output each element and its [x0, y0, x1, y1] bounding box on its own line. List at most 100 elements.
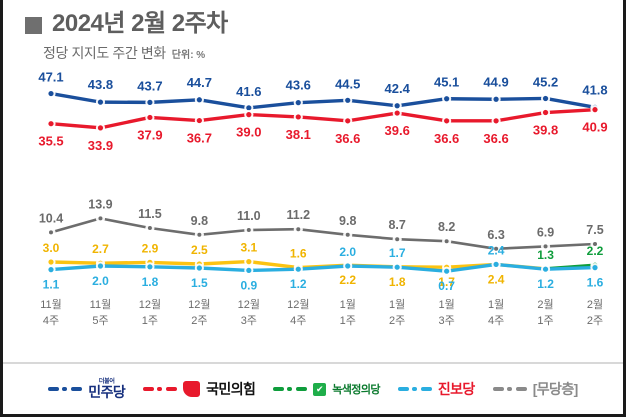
dashed-line-icon	[143, 387, 178, 391]
value-label-none: 11.0	[237, 209, 261, 223]
data-point-none[interactable]	[49, 230, 53, 235]
series-line-ppp	[296, 115, 350, 123]
data-point-none[interactable]	[345, 232, 350, 237]
x-tick-month: 2월	[537, 298, 553, 311]
series-line-ppp	[98, 115, 152, 130]
data-point-dem[interactable]	[295, 100, 301, 106]
value-label-dem: 47.1	[38, 70, 63, 85]
value-label-ppp: 38.1	[286, 127, 311, 142]
series-line-prog	[346, 264, 399, 269]
data-point-prog[interactable]	[97, 263, 104, 269]
series-line-prog	[98, 264, 152, 269]
series-line-prog	[49, 264, 103, 272]
series-line-ppp	[543, 107, 597, 115]
data-point-dem[interactable]	[147, 99, 153, 105]
series-line-dem	[346, 98, 399, 108]
data-point-prog[interactable]	[147, 264, 153, 270]
data-point-prog[interactable]	[196, 265, 202, 271]
series-line-none	[445, 239, 498, 251]
series-line-dem	[444, 97, 498, 101]
legend-item-green[interactable]: ✔ 녹색정의당	[273, 381, 380, 397]
series-line-none	[198, 228, 251, 237]
series-line-dem	[49, 91, 103, 104]
data-point-prog[interactable]	[493, 261, 499, 267]
data-point-none[interactable]	[593, 242, 597, 246]
data-point-prog[interactable]	[394, 264, 400, 270]
data-point-dem[interactable]	[196, 97, 202, 103]
data-point-dem[interactable]	[97, 99, 104, 105]
value-label-ppp: 36.6	[483, 131, 508, 146]
data-point-prog[interactable]	[345, 263, 351, 269]
x-tick-month: 2월	[587, 298, 603, 311]
x-tick-month: 12월	[139, 298, 161, 311]
series-line-dem	[247, 100, 300, 110]
data-point-none[interactable]	[197, 232, 202, 237]
data-point-ppp[interactable]	[592, 107, 598, 113]
data-point-ppp[interactable]	[295, 114, 301, 120]
data-point-none[interactable]	[147, 226, 152, 230]
value-label-prog: 1.8	[142, 275, 159, 289]
legend-item-none[interactable]: [무당층]	[492, 379, 578, 399]
data-point-dem[interactable]	[345, 97, 351, 103]
value-label-none: 8.7	[388, 218, 405, 232]
data-point-green[interactable]	[246, 259, 252, 265]
data-point-ppp[interactable]	[444, 118, 450, 124]
legend-name-prog: 진보당	[437, 381, 475, 397]
x-tick-week: 3주	[439, 315, 455, 327]
data-point-ppp[interactable]	[345, 118, 351, 124]
value-label-ppp: 33.9	[88, 138, 113, 153]
series-line-green	[148, 260, 202, 266]
data-point-ppp[interactable]	[493, 118, 499, 124]
legend-name-ppp: 국민의힘	[206, 381, 256, 397]
data-point-none[interactable]	[296, 227, 301, 232]
data-point-green[interactable]	[48, 259, 54, 265]
series-line-dem	[543, 96, 597, 110]
data-point-dem[interactable]	[394, 103, 400, 109]
x-tick-month: 11월	[90, 298, 112, 311]
data-point-prog[interactable]	[592, 265, 598, 271]
x-tick-week: 4주	[43, 315, 59, 327]
series-line-dem	[395, 97, 449, 108]
legend-item-ppp[interactable]: 국민의힘	[143, 379, 256, 399]
value-label-green: 1.8	[389, 275, 406, 289]
line-chart-svg: 47.1 43.8 43.7 44.7 41.6 43.6 44.5 42.4 45.1 44.9…	[38, 70, 607, 327]
data-point-prog[interactable]	[444, 268, 450, 274]
data-point-dem[interactable]	[246, 105, 252, 111]
data-point-ppp[interactable]	[97, 125, 104, 131]
data-point-none[interactable]	[246, 228, 251, 232]
value-label-dem: 44.9	[483, 74, 508, 89]
legend-item-dem[interactable]: 더불어 민주당	[48, 379, 126, 400]
x-tick-month: 1월	[389, 298, 405, 311]
value-label-prog: 0.9	[240, 278, 257, 292]
subtitle-row: 정당 지지도 주간 변화 단위: %	[3, 36, 623, 63]
legend-name-dem: 민주당	[88, 384, 126, 400]
legend-item-prog[interactable]: 진보당	[397, 379, 475, 399]
page-title: 2024년 2월 2주차	[52, 10, 228, 37]
data-point-none[interactable]	[444, 239, 449, 244]
x-tick-week: 3주	[241, 315, 257, 327]
data-point-none[interactable]	[494, 246, 499, 251]
data-point-dem[interactable]	[444, 96, 450, 102]
data-point-none[interactable]	[395, 237, 400, 242]
data-point-dem[interactable]	[542, 95, 549, 102]
data-point-dem[interactable]	[48, 90, 54, 97]
data-point-ppp[interactable]	[246, 112, 252, 118]
data-point-ppp[interactable]	[394, 110, 400, 116]
data-point-dem[interactable]	[493, 96, 499, 102]
series-line-prog	[494, 262, 548, 271]
data-point-prog[interactable]	[48, 267, 54, 273]
series-line-ppp	[494, 110, 548, 123]
data-point-none[interactable]	[98, 216, 103, 221]
data-point-prog[interactable]	[295, 266, 301, 272]
data-point-none[interactable]	[543, 244, 548, 249]
value-label-dem: 43.7	[137, 78, 162, 93]
data-point-ppp[interactable]	[542, 109, 549, 116]
data-point-ppp[interactable]	[196, 117, 202, 124]
value-label-green: 2.2	[339, 273, 356, 287]
data-point-ppp[interactable]	[48, 121, 54, 127]
value-label-green: 2.2	[587, 244, 604, 258]
data-point-prog[interactable]	[246, 267, 252, 273]
data-point-ppp[interactable]	[147, 114, 153, 121]
data-point-prog[interactable]	[542, 266, 549, 272]
